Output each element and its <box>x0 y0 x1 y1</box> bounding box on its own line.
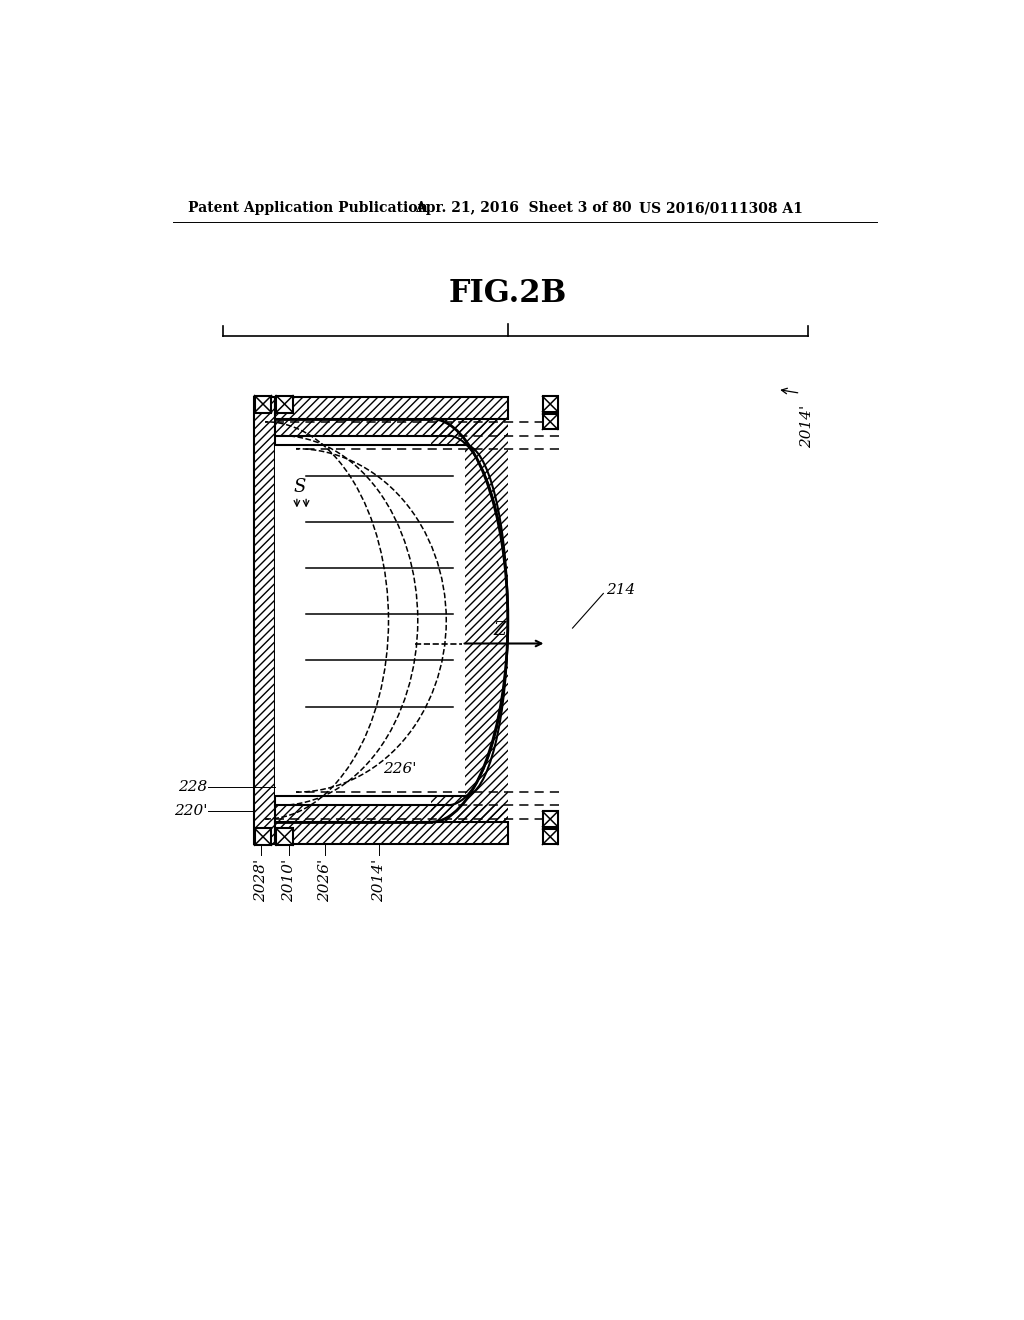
Bar <box>255 829 271 845</box>
Text: 226': 226' <box>383 762 417 776</box>
Bar <box>275 397 508 418</box>
Text: Apr. 21, 2016  Sheet 3 of 80: Apr. 21, 2016 Sheet 3 of 80 <box>416 202 632 215</box>
Bar <box>254 397 275 843</box>
Bar <box>275 445 465 796</box>
Text: FIG.2B: FIG.2B <box>449 277 567 309</box>
Text: 214: 214 <box>606 582 636 597</box>
Text: 2014': 2014' <box>801 405 814 447</box>
Bar <box>431 418 508 822</box>
Bar <box>255 396 271 412</box>
Text: 2028': 2028' <box>254 859 267 903</box>
Bar <box>543 414 558 429</box>
Text: S: S <box>294 478 306 496</box>
Text: Z: Z <box>494 620 507 639</box>
Bar <box>275 822 508 843</box>
Bar <box>275 418 508 436</box>
Text: 220': 220' <box>174 804 208 817</box>
Bar <box>276 829 293 845</box>
Text: US 2016/0111308 A1: US 2016/0111308 A1 <box>639 202 803 215</box>
Bar <box>543 812 558 826</box>
Bar <box>275 805 508 822</box>
Bar <box>276 396 293 412</box>
Bar <box>275 822 508 843</box>
Bar <box>543 829 558 845</box>
Text: Patent Application Publication: Patent Application Publication <box>188 202 428 215</box>
Bar <box>543 396 558 412</box>
Text: 228: 228 <box>178 780 208 795</box>
Bar <box>254 397 275 843</box>
Bar <box>275 397 508 418</box>
Text: 2010': 2010' <box>283 859 296 903</box>
Text: 2014': 2014' <box>373 859 386 903</box>
Text: 2026': 2026' <box>318 859 333 903</box>
